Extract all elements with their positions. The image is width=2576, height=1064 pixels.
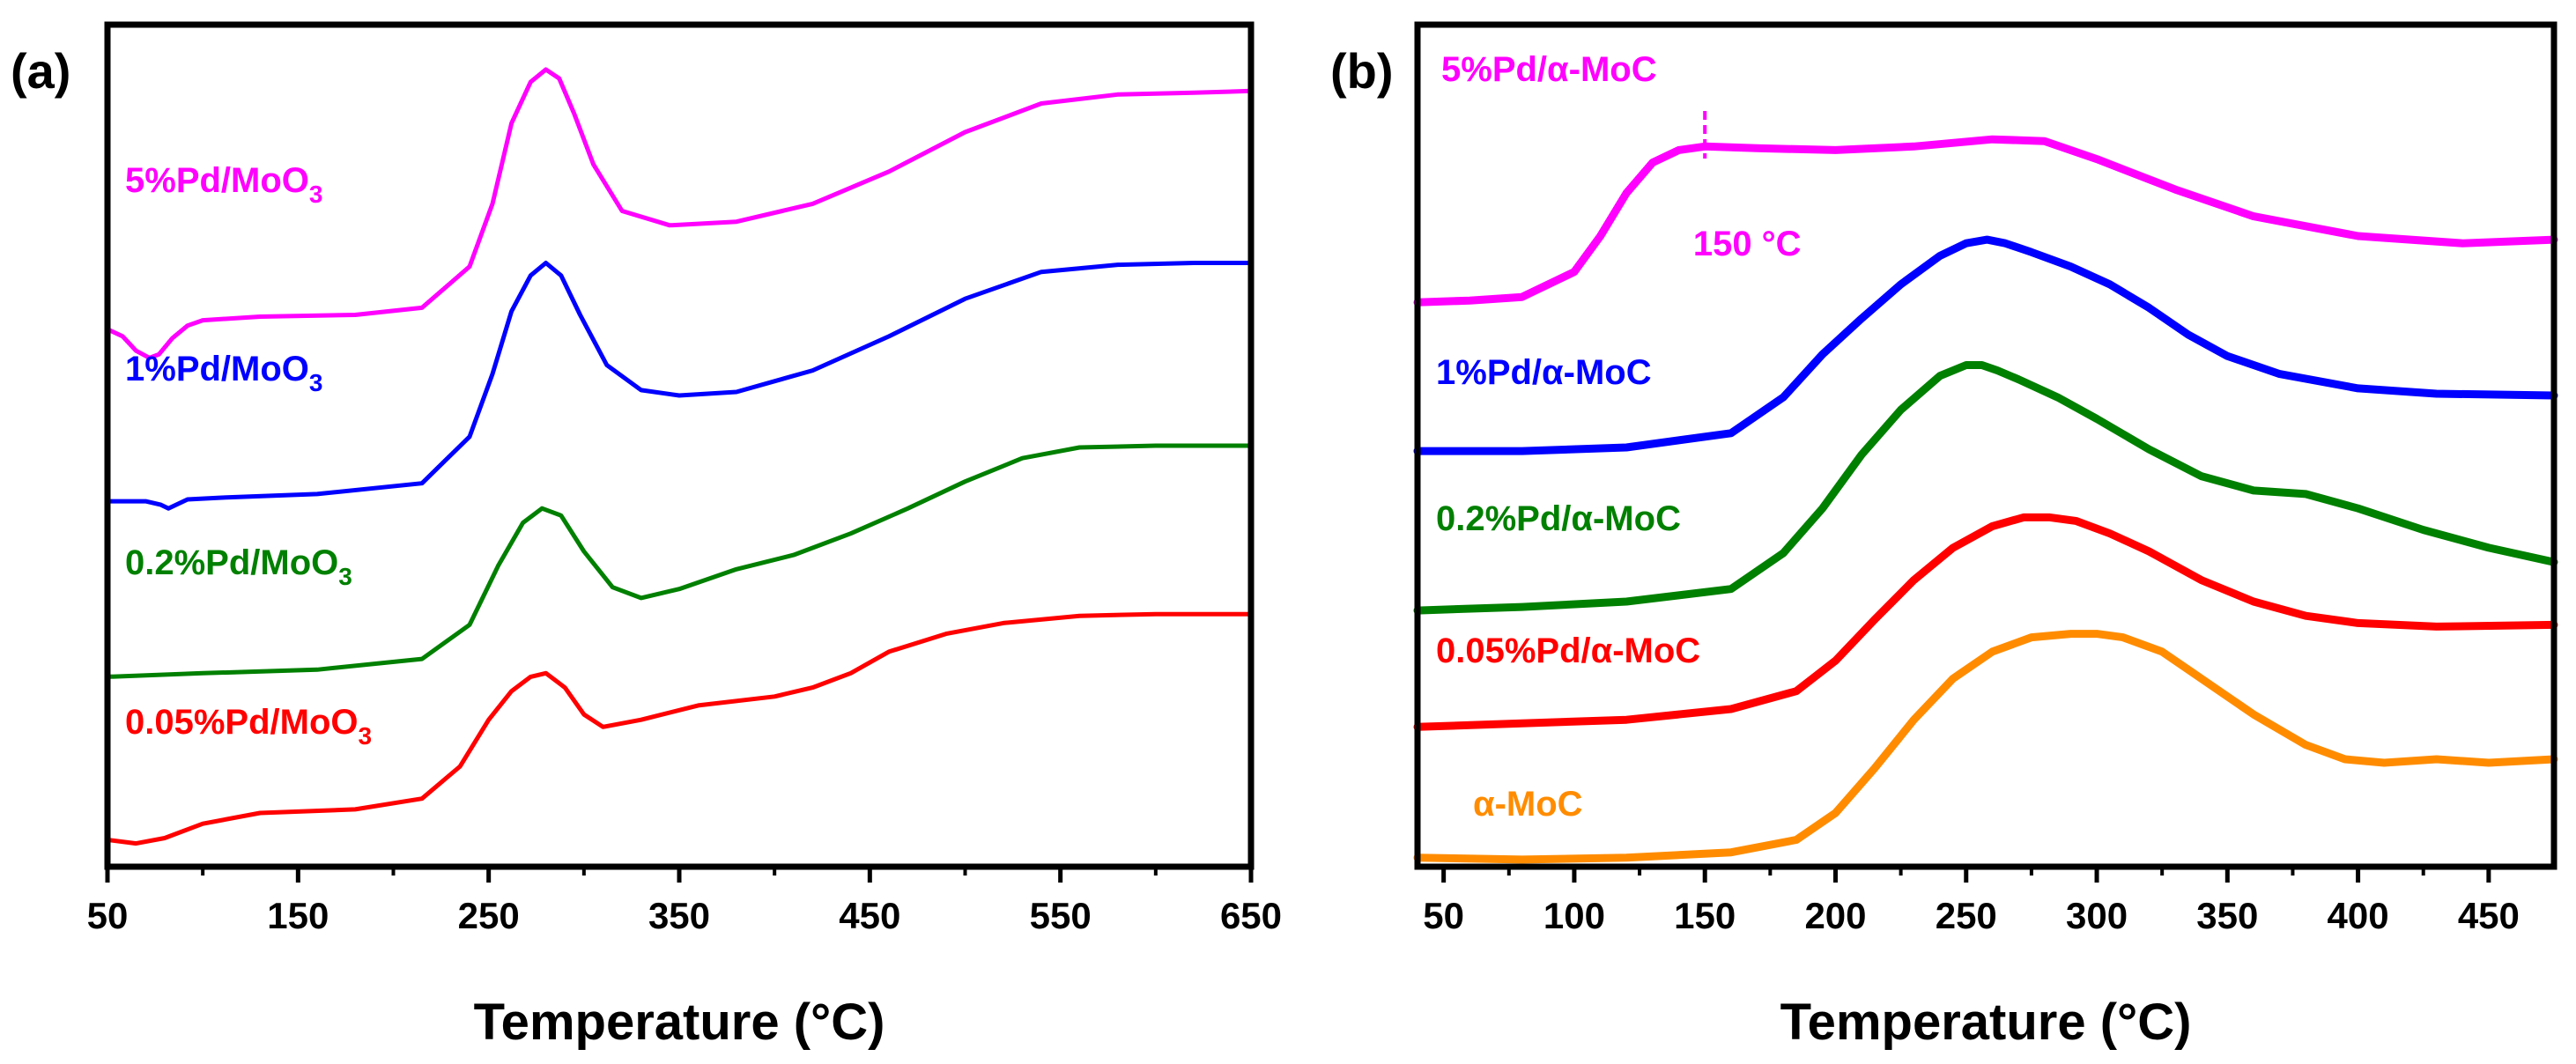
panel-b-x-axis-label: Temperature (°C) <box>1780 994 2192 1051</box>
panel-a-x-tick-label-5: 550 <box>1030 895 1092 936</box>
panel-b-series <box>1413 135 2558 864</box>
panel-b-x-tick-label-3: 200 <box>1804 895 1866 936</box>
panel-a-x-tick-label-2: 250 <box>458 895 520 936</box>
panel-a-series-line-1 <box>105 261 1254 511</box>
panel-b-label-1pd: 1%Pd/α-MoC <box>1436 353 1652 392</box>
panel-a-label-5pd: 5%Pd/MoO3 <box>125 161 322 208</box>
panel-b-series-line-2 <box>1413 361 2558 615</box>
panel-b-label-0-05pd: 0.05%Pd/α-MoC <box>1436 632 1700 670</box>
panel-a-x-tick-label-0: 50 <box>87 895 129 936</box>
panel-a-series-line-0 <box>105 67 1254 360</box>
panel-a: (a) 50 150 250 350 450 550 650 Temperature (°C… <box>11 21 1282 1051</box>
panel-a-series-line-3 <box>105 611 1254 846</box>
panel-a-series <box>105 67 1254 846</box>
panel-a-x-tick-label-4: 450 <box>839 895 900 936</box>
annotation-150c-label: 150 °C <box>1693 225 1802 263</box>
panel-a-x-ticks: 50 150 250 350 450 550 650 <box>87 867 1282 936</box>
panel-b-x-ticks: 50 100 150 200 250 300 350 400 450 <box>1423 867 2520 936</box>
panel-a-label-1pd: 1%Pd/MoO3 <box>125 350 322 396</box>
panel-b: (b) 50 100 150 200 250 300 350 400 450 Temperatu… <box>1330 21 2558 1051</box>
panel-b-x-tick-label-4: 250 <box>1936 895 1997 936</box>
panel-b-label-moc: α-MoC <box>1473 785 1583 824</box>
panel-b-series-line-3 <box>1413 513 2558 731</box>
panel-b-x-tick-label-7: 400 <box>2328 895 2389 936</box>
panel-b-x-tick-label-8: 450 <box>2458 895 2520 936</box>
panel-a-series-line-2 <box>105 443 1254 679</box>
panel-b-x-tick-label-1: 100 <box>1543 895 1605 936</box>
panel-a-x-tick-label-3: 350 <box>648 895 710 936</box>
panel-a-x-tick-label-1: 150 <box>267 895 329 936</box>
panel-a-label: (a) <box>11 43 70 99</box>
panel-b-label: (b) <box>1330 43 1394 99</box>
panel-b-series-line-1 <box>1413 235 2558 455</box>
panel-b-frame <box>1414 21 2557 870</box>
panel-a-label-0-2pd: 0.2%Pd/MoO3 <box>125 543 352 590</box>
panel-b-x-tick-label-6: 350 <box>2196 895 2258 936</box>
panel-a-x-axis-label: Temperature (°C) <box>474 994 885 1051</box>
panel-a-x-tick-label-6: 650 <box>1220 895 1282 936</box>
panel-b-series-line-4 <box>1413 630 2558 864</box>
panel-b-series-line-0 <box>1413 135 2558 307</box>
panel-b-x-tick-label-0: 50 <box>1423 895 1464 936</box>
panel-b-x-tick-label-2: 150 <box>1674 895 1736 936</box>
panel-a-label-0-05pd: 0.05%Pd/MoO3 <box>125 703 372 750</box>
panel-b-label-0-2pd: 0.2%Pd/α-MoC <box>1436 499 1681 538</box>
panel-b-x-tick-label-5: 300 <box>2066 895 2128 936</box>
panel-b-label-5pd: 5%Pd/α-MoC <box>1441 50 1657 89</box>
